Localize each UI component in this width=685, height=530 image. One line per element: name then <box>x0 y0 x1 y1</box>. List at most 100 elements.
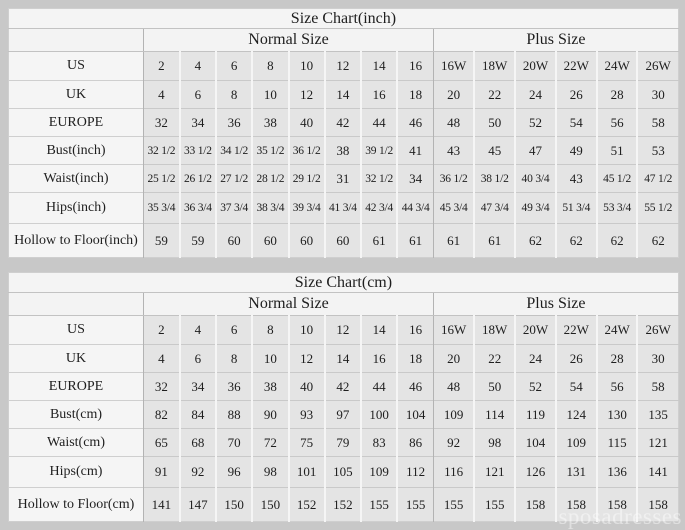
size-cell: 59 <box>142 223 180 258</box>
size-cell: 93 <box>287 400 325 429</box>
size-cell: 26 1/2 <box>178 164 216 193</box>
size-cell: 16 <box>359 344 398 373</box>
chart-title: Size Chart(inch) <box>8 8 679 29</box>
size-cell: 20W <box>514 51 556 81</box>
size-cell: 82 <box>142 400 180 429</box>
size-cell: 18W <box>473 51 516 81</box>
size-cell: 8 <box>214 80 253 109</box>
size-cell: 40 <box>287 372 325 401</box>
table-row: Waist(cm) 65 68 70 72 75 79 83 86 92 98 104 109 115 12… <box>8 428 679 457</box>
size-cell: 43 <box>433 136 475 165</box>
size-cell: 121 <box>473 456 516 488</box>
size-cell: 62 <box>514 223 556 258</box>
size-cell: 46 <box>396 372 434 401</box>
size-cell: 92 <box>433 428 475 457</box>
column-group-normal-size: Normal Size <box>143 28 434 52</box>
size-cell: 2 <box>142 315 180 345</box>
size-cell: 24 <box>514 344 556 373</box>
size-cell: 34 <box>178 372 216 401</box>
size-cell: 36 1/2 <box>287 136 325 165</box>
row-label: Bust(cm) <box>8 400 144 429</box>
table-row: EUROPE 32 34 36 38 40 42 44 46 48 50 52 54 56 58 <box>8 108 679 137</box>
size-cell: 43 <box>554 164 597 193</box>
size-cell: 39 1/2 <box>359 136 398 165</box>
size-cell: 33 1/2 <box>178 136 216 165</box>
size-cell: 61 <box>433 223 475 258</box>
size-cell: 10 <box>251 344 289 373</box>
size-cell: 14 <box>359 315 398 345</box>
size-cell: 58 <box>636 372 679 401</box>
table-row: UK 4 6 8 10 12 14 16 18 20 22 24 26 28 30 <box>8 344 679 373</box>
size-chart-table: Size Chart(cm) Normal Size Plus Size US 2 4 6 8… <box>8 272 679 522</box>
size-cell: 109 <box>359 456 398 488</box>
size-cell: 119 <box>514 400 556 429</box>
size-cell: 35 3/4 <box>142 192 180 224</box>
size-cell: 38 3/4 <box>251 192 289 224</box>
size-cell: 22 <box>473 80 516 109</box>
size-cell: 16 <box>396 51 434 81</box>
size-cell: 14 <box>323 80 361 109</box>
size-cell: 27 1/2 <box>214 164 253 193</box>
size-cell: 60 <box>214 223 253 258</box>
table-row: Hips(cm) 91 92 96 98 101 105 109 112 116 121 126 131… <box>8 456 679 488</box>
size-cell: 75 <box>287 428 325 457</box>
column-group-plus-size: Plus Size <box>433 28 679 52</box>
size-cell: 116 <box>433 456 475 488</box>
size-cell: 150 <box>214 487 253 522</box>
size-cell: 26W <box>636 315 679 345</box>
size-cell: 4 <box>178 315 216 345</box>
size-cell: 34 <box>178 108 216 137</box>
size-cell: 126 <box>514 456 556 488</box>
row-label: Hips(cm) <box>8 456 144 488</box>
size-cell: 158 <box>595 487 638 522</box>
size-cell: 45 <box>473 136 516 165</box>
size-cell: 53 <box>636 136 679 165</box>
size-cell: 40 3/4 <box>514 164 556 193</box>
size-cell: 56 <box>595 108 638 137</box>
size-cell: 38 1/2 <box>473 164 516 193</box>
size-cell: 56 <box>595 372 638 401</box>
column-group-row: Normal Size Plus Size <box>8 28 679 52</box>
size-cell: 16W <box>433 315 475 345</box>
corner-cell <box>8 292 144 316</box>
size-cell: 28 1/2 <box>251 164 289 193</box>
size-cell: 24W <box>595 315 638 345</box>
size-cell: 30 <box>636 80 679 109</box>
size-cell: 98 <box>251 456 289 488</box>
size-cell: 47 1/2 <box>636 164 679 193</box>
size-cell: 10 <box>287 51 325 81</box>
size-cell: 32 1/2 <box>142 136 180 165</box>
size-cell: 49 <box>554 136 597 165</box>
size-cell: 24W <box>595 51 638 81</box>
size-cell: 58 <box>636 108 679 137</box>
size-cell: 47 <box>514 136 556 165</box>
row-label: US <box>8 51 144 81</box>
table-row: US 2 4 6 8 10 12 14 16 16W 18W 20W 22W 24W 26W <box>8 51 679 81</box>
size-cell: 147 <box>178 487 216 522</box>
size-cell: 14 <box>359 51 398 81</box>
size-cell: 44 3/4 <box>396 192 434 224</box>
row-label: Hollow to Floor(inch) <box>8 223 144 258</box>
size-cell: 30 <box>636 344 679 373</box>
size-cell: 114 <box>473 400 516 429</box>
size-cell: 72 <box>251 428 289 457</box>
size-cell: 70 <box>214 428 253 457</box>
size-cell: 54 <box>554 372 597 401</box>
size-cell: 141 <box>142 487 180 522</box>
size-cell: 8 <box>214 344 253 373</box>
size-cell: 115 <box>595 428 638 457</box>
size-cell: 6 <box>178 80 216 109</box>
size-cell: 158 <box>554 487 597 522</box>
table-row: EUROPE 32 34 36 38 40 42 44 46 48 50 52 54 56 58 <box>8 372 679 401</box>
size-chart-inch: Size Chart(inch) Normal Size Plus Size US 2 4… <box>8 8 679 258</box>
size-cell: 60 <box>287 223 325 258</box>
chart-title: Size Chart(cm) <box>8 272 679 293</box>
table-row: Hips(inch) 35 3/4 36 3/4 37 3/4 38 3/4 39 3/4… <box>8 192 679 224</box>
size-cell: 2 <box>142 51 180 81</box>
size-cell: 54 <box>554 108 597 137</box>
size-cell: 12 <box>323 315 361 345</box>
size-cell: 40 <box>287 108 325 137</box>
size-cell: 158 <box>636 487 679 522</box>
size-cell: 38 <box>251 372 289 401</box>
row-label: UK <box>8 80 144 109</box>
